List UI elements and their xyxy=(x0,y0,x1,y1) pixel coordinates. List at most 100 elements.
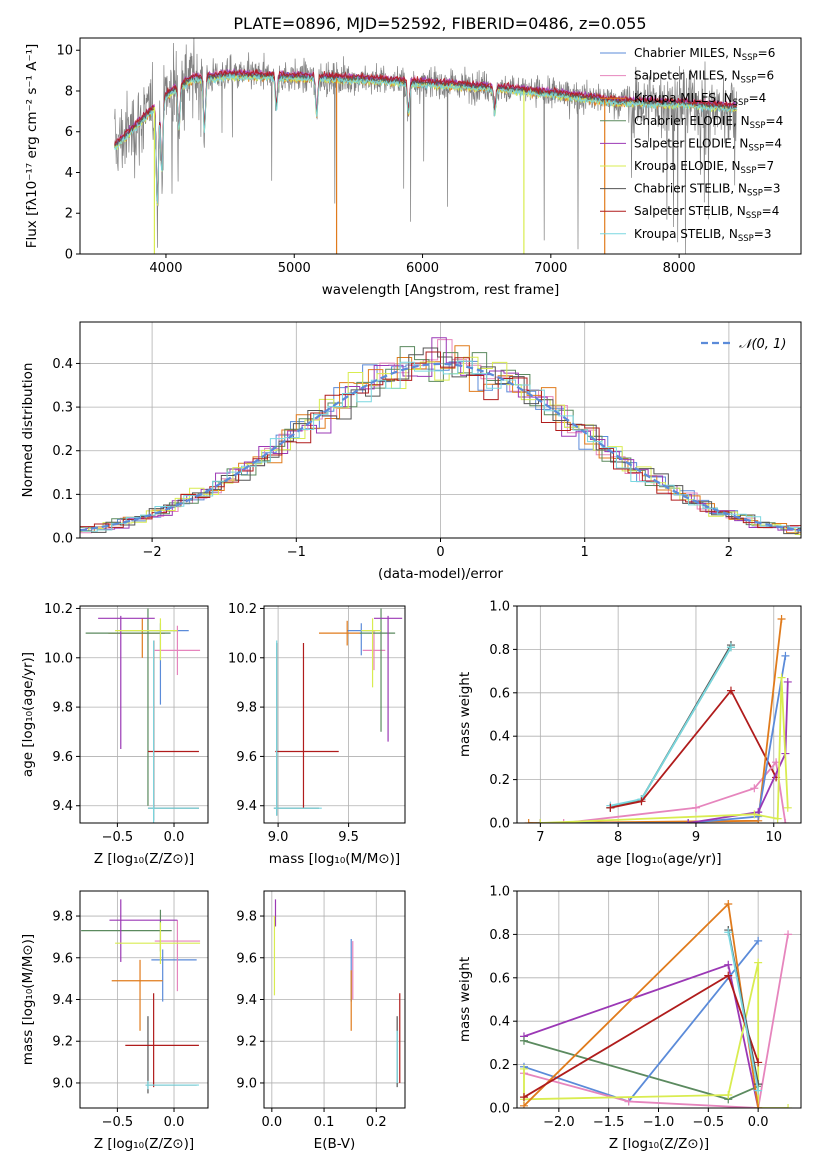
axes-frame xyxy=(79,605,209,824)
legend-label-text: Kroupa MILES, N xyxy=(634,91,733,105)
chabrier_stelib-weight-line xyxy=(610,644,732,809)
axes-frame xyxy=(79,890,209,1109)
y-tick-label: 0.2 xyxy=(489,1058,510,1073)
legend-label-count: =7 xyxy=(756,159,774,173)
y-tick-label: 9.4 xyxy=(236,799,257,814)
legend-label-count: =3 xyxy=(754,227,772,241)
y-tick-label: 0.4 xyxy=(489,730,510,745)
legend-label-text: Kroupa ELODIE, N xyxy=(634,159,741,173)
salpeter_miles-weight-marker xyxy=(691,803,700,812)
kroupa_stelib-weight-line xyxy=(610,646,732,807)
chabrier_stelib-errorbar xyxy=(147,640,199,821)
kroupa_stelib-spectrum-line xyxy=(114,72,738,204)
kroupa_miles-errorbar xyxy=(108,618,165,658)
kroupa_elodie-errorbar xyxy=(115,618,178,661)
axes-frame xyxy=(79,37,802,255)
x-tick-label: −2 xyxy=(143,545,162,560)
x-tick-label: 5000 xyxy=(278,261,311,276)
y-tick-label: 10.0 xyxy=(44,651,73,666)
salpeter_elodie-errorbar xyxy=(109,899,178,962)
salpeter_stelib-errorbar xyxy=(125,993,199,1088)
y-tick-label: 0.6 xyxy=(489,686,510,701)
y-tick-label: 9.6 xyxy=(52,750,73,765)
gaussian-curve xyxy=(80,362,801,532)
kroupa_stelib-errorbar xyxy=(147,640,199,823)
x-axis-label: Z [log₁₀(Z/Z⊙)] xyxy=(609,1136,709,1152)
y-tick-label: 0.0 xyxy=(489,817,510,832)
legend-label-count: =4 xyxy=(749,91,767,105)
salpeter_stelib-weight-line xyxy=(610,688,777,809)
y-tick-label: 1.0 xyxy=(489,885,510,900)
kroupa_elodie-weight-line xyxy=(540,677,789,823)
salpeter_stelib-histogram-step xyxy=(80,351,801,531)
y-tick-label: 0.0 xyxy=(489,1102,510,1117)
y-tick-label: 0 xyxy=(65,248,73,263)
axes-frame xyxy=(263,890,406,1109)
y-tick-label: 9.0 xyxy=(236,1076,257,1091)
legend-label-count: =6 xyxy=(758,46,776,60)
kroupa_elodie-weight-marker xyxy=(777,673,786,682)
salpeter_stelib-errorbar xyxy=(275,642,339,809)
kroupa_miles-weight-marker xyxy=(524,819,533,823)
y-tick-label: 0.8 xyxy=(489,643,510,658)
spectrum-plot-area xyxy=(114,38,738,254)
y-tick-label: 9.6 xyxy=(52,951,73,966)
age_vs_Z-panel: −0.5 0.0 9.4 9.6 9.8 10.0 10.2 Z [log₁₀(Z/Z⊙)] a… xyxy=(20,602,209,867)
y-tick-label: 9.4 xyxy=(52,993,73,1008)
y-tick-label: 9.2 xyxy=(52,1035,73,1050)
mass_vs_Z-plot-area xyxy=(81,899,201,1094)
legend-label-text: Salpeter ELODIE, N xyxy=(634,136,748,150)
kroupa_stelib-histogram-step xyxy=(80,360,801,532)
chabrier_miles-errorbar xyxy=(151,949,197,1002)
kroupa_elodie-weight-marker xyxy=(750,810,759,819)
y-tick-label: 0.6 xyxy=(489,971,510,986)
kroupa_stelib-weight-line xyxy=(727,932,760,1091)
salpeter_elodie-weight-marker xyxy=(724,960,733,969)
salpeter_stelib-weight-marker xyxy=(726,686,735,695)
legend-label-count: =4 xyxy=(762,204,780,218)
x-tick-label: 9.0 xyxy=(268,830,289,845)
salpeter_miles-weight-line xyxy=(523,934,789,1108)
mass_vs_ebv-panel: 0.0 0.1 0.2 9.0 9.2 9.4 9.6 9.8 E(B-V) xyxy=(236,890,406,1152)
kroupa_elodie-weight-marker xyxy=(519,1064,528,1073)
kroupa_elodie-errorbar xyxy=(115,922,201,965)
axes-frame xyxy=(516,890,802,1109)
legend-label-text: Chabrier MILES, N xyxy=(634,46,742,60)
kroupa_miles-weight-marker xyxy=(754,1104,763,1108)
chabrier_elodie-errorbar xyxy=(85,608,171,806)
legend-label-count: =3 xyxy=(763,182,781,196)
x-tick-label: 0.0 xyxy=(748,1115,769,1130)
x-tick-label: −0.5 xyxy=(102,830,134,845)
kroupa_elodie-errorbar xyxy=(361,618,382,688)
kroupa_miles-weight-marker xyxy=(519,1101,528,1108)
kroupa_stelib-weight-marker xyxy=(726,643,735,652)
legend-label-text: Chabrier STELIB, N xyxy=(634,182,747,196)
mass_vs_Z-panel: −0.5 0.0 9.0 9.2 9.4 9.6 9.8 Z [log₁₀(Z/Z⊙)] mas… xyxy=(20,890,209,1152)
y-axis-label: mass [log₁₀(M/M⊙)] xyxy=(20,934,36,1065)
salpeter_stelib-weight-marker xyxy=(754,1058,763,1067)
kroupa_miles-weight-line xyxy=(528,618,783,823)
y-tick-label: 0.8 xyxy=(489,928,510,943)
age_vs_mass-plot-area xyxy=(273,608,403,816)
x-tick-label: 0.2 xyxy=(366,1115,387,1130)
x-tick-label: 6000 xyxy=(406,261,439,276)
y-tick-label: 2 xyxy=(65,207,73,222)
y-tick-label: 9.4 xyxy=(236,993,257,1008)
salpeter_miles-weight-marker xyxy=(784,930,793,939)
legend-label-subscript: SSP xyxy=(750,121,766,131)
x-axis-label: (data-model)/error xyxy=(378,566,504,582)
x-tick-label: 9 xyxy=(692,830,700,845)
x-tick-label: 0.0 xyxy=(261,1115,282,1130)
y-axis-label: age [log₁₀(age/yr)] xyxy=(20,652,36,777)
salpeter_elodie-errorbar xyxy=(373,615,403,742)
legend-label-count: =6 xyxy=(756,69,774,83)
salpeter_miles-weight-marker xyxy=(559,819,568,823)
chabrier_miles-weight-line xyxy=(540,655,787,823)
y-tick-label: 9.8 xyxy=(52,701,73,716)
kroupa_miles-errorbar xyxy=(318,620,362,646)
legend-label-subscript: SSP xyxy=(733,98,749,108)
x-axis-label: E(B-V) xyxy=(314,1136,356,1152)
x-tick-label: 9.5 xyxy=(338,830,359,845)
kroupa_elodie-weight-marker xyxy=(724,1090,733,1099)
